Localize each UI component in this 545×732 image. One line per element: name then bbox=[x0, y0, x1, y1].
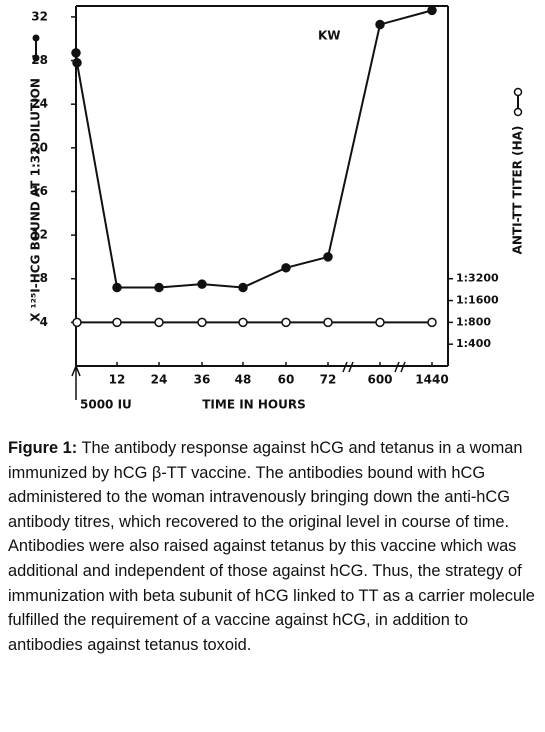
x-tick-label: 600 bbox=[367, 373, 392, 387]
data-point bbox=[427, 317, 437, 328]
x-tick-label: 1440 bbox=[415, 373, 448, 387]
data-point bbox=[72, 57, 82, 68]
x-tick-label: 36 bbox=[194, 373, 211, 387]
y-tick-label: 28 bbox=[31, 53, 48, 67]
data-point bbox=[323, 252, 333, 262]
x-tick-label: 48 bbox=[235, 373, 252, 387]
legend-marker bbox=[513, 87, 523, 97]
y-tick-label: 8 bbox=[40, 271, 48, 285]
y2-axis-label: ANTI-TT TITER (HA) bbox=[511, 126, 525, 255]
data-point bbox=[281, 263, 291, 273]
data-point bbox=[197, 279, 207, 289]
legend-marker bbox=[32, 34, 40, 42]
y-axis-label: X ¹²⁵I-HCG BOUND AT 1:32 DILUTION bbox=[29, 78, 43, 322]
annotation: KW bbox=[318, 29, 341, 43]
y2-tick-label: 1:1600 bbox=[456, 294, 499, 307]
x-tick-label: 60 bbox=[278, 373, 295, 387]
data-point bbox=[238, 317, 248, 328]
x-tick-label: 72 bbox=[320, 373, 337, 387]
y-axis-label-group: X ¹²⁵I-HCG BOUND AT 1:32 DILUTION bbox=[29, 34, 43, 322]
figure-caption: Figure 1: The antibody response against … bbox=[8, 436, 538, 657]
data-point bbox=[323, 317, 333, 328]
data-point bbox=[154, 282, 164, 293]
y-tick-label: 24 bbox=[31, 97, 48, 111]
series-line bbox=[75, 9, 433, 289]
data-point bbox=[281, 317, 291, 328]
x-tick-label: 12 bbox=[109, 373, 126, 387]
data-point bbox=[375, 317, 385, 328]
data-point bbox=[238, 282, 248, 293]
injection-arrow bbox=[71, 363, 81, 400]
data-point bbox=[154, 317, 164, 328]
legend-marker bbox=[32, 54, 40, 62]
caption-text: The antibody response against hCG and te… bbox=[8, 439, 535, 654]
x-axis-label: TIME IN HOURS bbox=[202, 398, 306, 412]
data-point bbox=[112, 282, 122, 293]
x-tick-label: 24 bbox=[151, 373, 168, 387]
axis-break bbox=[342, 361, 406, 373]
data-point bbox=[71, 48, 81, 58]
y-tick-label: 16 bbox=[31, 184, 48, 198]
y-tick-label: 20 bbox=[31, 140, 48, 154]
caption-label: Figure 1: bbox=[8, 439, 78, 457]
y-tick-label: 32 bbox=[31, 9, 48, 23]
y2-tick-label: 1:800 bbox=[456, 315, 491, 328]
data-point bbox=[112, 317, 122, 328]
annotation: 5000 IU bbox=[80, 398, 132, 412]
chart: 5000 IU KW TIME IN HOURS X ¹²⁵I-HCG BOUN… bbox=[29, 5, 525, 412]
data-point bbox=[72, 317, 82, 328]
data-point bbox=[197, 317, 207, 328]
y-tick-label: 4 bbox=[40, 315, 48, 329]
y2-tick-label: 1:400 bbox=[456, 337, 491, 350]
legend-marker bbox=[513, 107, 523, 117]
data-point bbox=[375, 19, 385, 30]
y2-tick-label: 1:3200 bbox=[456, 272, 499, 285]
y-tick-label: 12 bbox=[31, 228, 48, 242]
data-point bbox=[427, 5, 437, 16]
y2-axis-label-group: ANTI-TT TITER (HA) bbox=[511, 87, 525, 255]
